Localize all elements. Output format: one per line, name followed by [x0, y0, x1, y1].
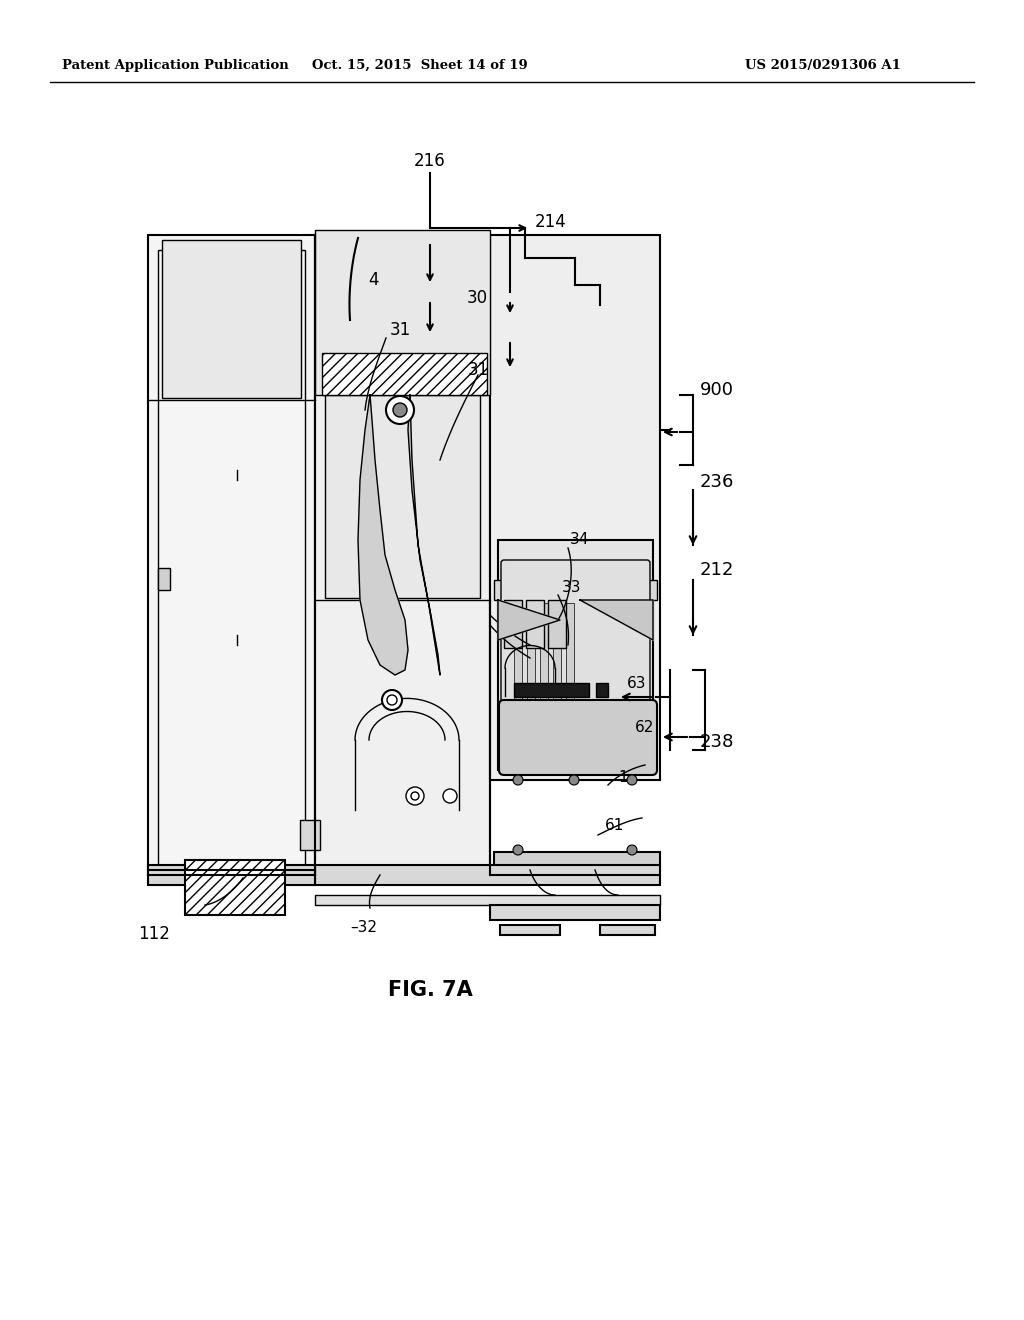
Text: 236: 236 — [700, 473, 734, 491]
Text: 34: 34 — [570, 532, 590, 548]
Text: 63: 63 — [627, 676, 646, 690]
Text: 31: 31 — [468, 360, 489, 379]
Text: 900: 900 — [700, 381, 734, 399]
Polygon shape — [358, 395, 408, 675]
Bar — [548, 601, 566, 648]
Bar — [553, 603, 561, 758]
Circle shape — [443, 789, 457, 803]
Text: 4: 4 — [368, 271, 379, 289]
Polygon shape — [408, 395, 440, 675]
Bar — [315, 865, 660, 884]
Bar — [315, 235, 490, 875]
Circle shape — [513, 775, 523, 785]
Text: US 2015/0291306 A1: US 2015/0291306 A1 — [745, 58, 901, 71]
Bar — [158, 568, 170, 590]
Bar — [494, 579, 657, 601]
Circle shape — [569, 775, 579, 785]
Circle shape — [513, 845, 523, 855]
Text: 30: 30 — [467, 289, 488, 308]
Circle shape — [393, 403, 407, 417]
Text: 214: 214 — [535, 213, 566, 231]
Bar — [504, 601, 522, 648]
Text: 216: 216 — [414, 152, 445, 170]
Bar — [148, 235, 315, 875]
Circle shape — [386, 396, 414, 424]
Text: 112: 112 — [138, 925, 170, 942]
Bar — [600, 925, 655, 935]
Text: 61: 61 — [605, 818, 625, 833]
Bar — [300, 820, 319, 850]
Text: 33: 33 — [562, 579, 582, 594]
Text: –32: –32 — [350, 920, 377, 935]
Circle shape — [627, 845, 637, 855]
Bar — [490, 235, 660, 780]
Bar — [527, 603, 535, 758]
Bar — [498, 540, 653, 770]
Text: 31: 31 — [390, 321, 412, 339]
Bar — [566, 603, 574, 758]
Text: Patent Application Publication: Patent Application Publication — [62, 58, 289, 71]
Bar — [514, 603, 522, 758]
Bar — [315, 895, 660, 906]
Bar — [148, 865, 315, 884]
Bar — [325, 243, 480, 598]
FancyBboxPatch shape — [499, 700, 657, 775]
FancyBboxPatch shape — [501, 560, 650, 762]
Bar — [514, 682, 589, 697]
Text: FIG. 7A: FIG. 7A — [388, 979, 472, 1001]
Circle shape — [627, 775, 637, 785]
Polygon shape — [580, 601, 653, 640]
Bar — [494, 851, 660, 870]
Text: 212: 212 — [700, 561, 734, 579]
Text: 1: 1 — [618, 771, 628, 785]
Bar — [185, 861, 285, 915]
Bar — [540, 603, 548, 758]
Bar — [596, 682, 608, 697]
Circle shape — [382, 690, 402, 710]
Bar — [526, 601, 544, 648]
Text: Oct. 15, 2015  Sheet 14 of 19: Oct. 15, 2015 Sheet 14 of 19 — [312, 58, 528, 71]
Text: 238: 238 — [700, 733, 734, 751]
Polygon shape — [498, 601, 560, 640]
Bar — [490, 906, 660, 920]
Bar — [322, 352, 487, 395]
Text: 62: 62 — [635, 719, 654, 734]
Circle shape — [406, 787, 424, 805]
Bar — [158, 249, 305, 865]
Bar — [500, 925, 560, 935]
Bar — [162, 240, 301, 399]
Bar — [315, 230, 490, 395]
